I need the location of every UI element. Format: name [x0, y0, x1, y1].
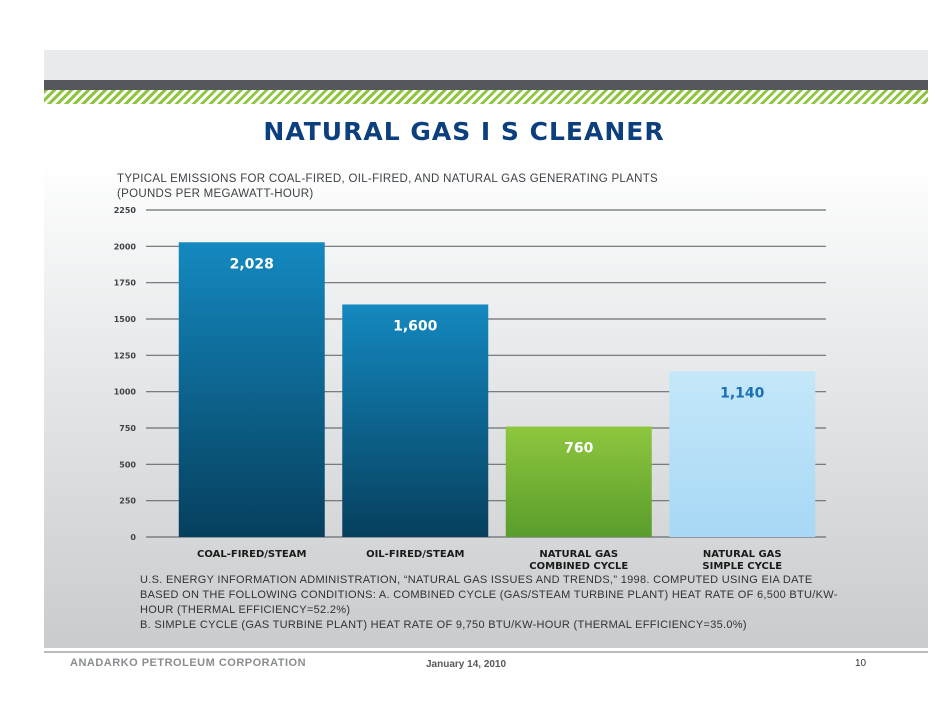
company-name: ANADARKO PETROLEUM CORPORATION	[70, 657, 307, 669]
value-labels: 2,028 1,600 760 1,140	[230, 256, 765, 456]
value-label-4: 1,140	[720, 385, 765, 401]
source-note: U.S. ENERGY INFORMATION ADMINISTRATION, …	[140, 573, 840, 633]
category-label-4-line-1: NATURAL GAS	[703, 549, 782, 560]
y-tick-label-500: 500	[119, 460, 136, 469]
bar-4	[669, 371, 816, 537]
header-band	[44, 50, 928, 80]
subtitle-line-1: TYPICAL EMISSIONS FOR COAL-FIRED, OIL-FI…	[117, 173, 658, 185]
bar-2	[342, 304, 489, 537]
y-tick-label-2250: 2250	[114, 206, 137, 215]
category-label-2-line-1: OIL-FIRED/STEAM	[366, 549, 464, 560]
category-labels: COAL-FIRED/STEAM OIL-FIRED/STEAM NATURAL G…	[197, 549, 782, 572]
value-label-1: 2,028	[230, 256, 274, 272]
y-tick-label-0: 0	[130, 533, 136, 542]
header-stripe-pattern	[44, 90, 928, 104]
subtitle-line-2: (POUNDS PER MEGAWATT-HOUR)	[117, 188, 314, 200]
source-line-2: B. SIMPLE CYCLE (GAS TURBINE PLANT) HEAT…	[140, 619, 747, 631]
header-dark-band	[44, 80, 928, 90]
source-line-1: U.S. ENERGY INFORMATION ADMINISTRATION, …	[140, 574, 838, 616]
page-number: 10	[855, 658, 867, 669]
value-label-2: 1,600	[393, 318, 438, 334]
bar-3	[505, 426, 652, 537]
footer-date: January 14, 2010	[426, 659, 507, 670]
value-label-3: 760	[564, 441, 593, 457]
y-tick-label-1500: 1500	[114, 315, 137, 324]
y-axis-ticks: 0 250 500 750 1000 1250 1500 1750 2000 2250	[114, 206, 137, 542]
slide-title: NATURAL GAS I S CLEANER	[263, 117, 665, 146]
category-label-3-line-2: COMBINED CYCLE	[529, 561, 628, 572]
y-tick-label-2000: 2000	[114, 242, 137, 251]
category-label-3-line-1: NATURAL GAS	[539, 549, 618, 560]
category-label-4-line-2: SIMPLE CYCLE	[702, 561, 782, 572]
y-tick-label-750: 750	[119, 424, 136, 433]
y-tick-label-1750: 1750	[114, 279, 137, 288]
bar-1	[178, 242, 325, 537]
chart-subtitle: TYPICAL EMISSIONS FOR COAL-FIRED, OIL-FI…	[117, 172, 658, 202]
y-tick-label-1000: 1000	[114, 388, 137, 397]
y-tick-label-250: 250	[119, 497, 136, 506]
bars	[178, 242, 816, 537]
category-label-1-line-1: COAL-FIRED/STEAM	[197, 549, 306, 560]
footer-divider	[44, 651, 928, 653]
y-tick-label-1250: 1250	[114, 351, 137, 360]
